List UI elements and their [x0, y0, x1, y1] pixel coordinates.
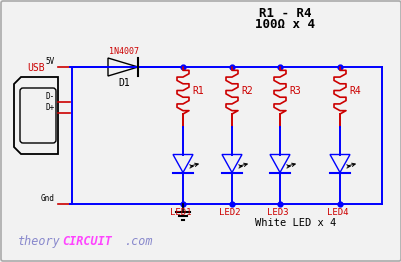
Text: R2: R2	[241, 85, 252, 96]
Text: White LED x 4: White LED x 4	[255, 218, 336, 228]
Text: CIRCUIT: CIRCUIT	[62, 235, 111, 248]
Text: 1N4007: 1N4007	[109, 47, 139, 56]
Text: D-: D-	[46, 92, 55, 101]
Text: R1: R1	[192, 85, 203, 96]
Text: LED3: LED3	[267, 208, 288, 217]
Text: LED4: LED4	[326, 208, 348, 217]
Text: .com: .com	[125, 235, 153, 248]
Text: USB: USB	[27, 63, 45, 73]
Text: Gnd: Gnd	[41, 194, 55, 203]
Text: LED1: LED1	[170, 208, 191, 217]
Text: 100Ω x 4: 100Ω x 4	[254, 18, 314, 31]
Text: LED2: LED2	[219, 208, 240, 217]
Text: 5V: 5V	[46, 57, 55, 66]
Text: D1: D1	[118, 78, 130, 88]
Text: R4: R4	[348, 85, 360, 96]
Text: D+: D+	[46, 103, 55, 112]
Text: theory: theory	[18, 235, 61, 248]
Text: R1 - R4: R1 - R4	[258, 7, 310, 20]
Text: R3: R3	[288, 85, 300, 96]
